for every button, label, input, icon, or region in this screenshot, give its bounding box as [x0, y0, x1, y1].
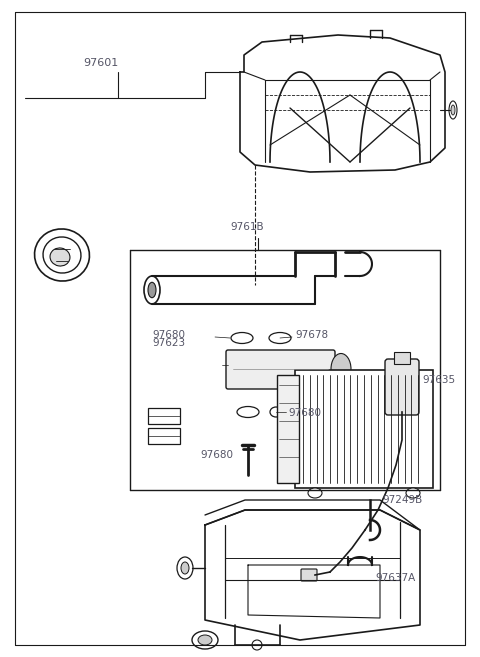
Bar	[394, 352, 410, 364]
Text: 97637A: 97637A	[375, 573, 415, 583]
Ellipse shape	[148, 283, 156, 298]
Text: 97623: 97623	[152, 338, 185, 348]
Text: 97678: 97678	[295, 330, 328, 340]
Ellipse shape	[231, 332, 253, 344]
Bar	[295, 370, 433, 488]
Ellipse shape	[43, 237, 81, 273]
Ellipse shape	[451, 105, 455, 115]
Ellipse shape	[181, 562, 189, 574]
Ellipse shape	[406, 488, 420, 498]
Ellipse shape	[270, 407, 282, 417]
Text: 97680: 97680	[200, 450, 233, 460]
Ellipse shape	[35, 229, 89, 281]
Bar	[148, 408, 180, 424]
Text: 97680: 97680	[288, 408, 321, 418]
Text: 97635: 97635	[422, 375, 455, 385]
Text: 97249B: 97249B	[382, 495, 422, 505]
Ellipse shape	[237, 407, 259, 417]
Ellipse shape	[144, 276, 160, 304]
Circle shape	[252, 640, 262, 650]
Bar	[277, 375, 299, 483]
Text: 9761B: 9761B	[230, 222, 264, 232]
Ellipse shape	[177, 557, 193, 579]
Ellipse shape	[308, 488, 322, 498]
Bar	[148, 428, 180, 444]
Text: 97601: 97601	[83, 58, 118, 68]
Ellipse shape	[449, 101, 457, 119]
FancyBboxPatch shape	[226, 350, 335, 389]
Ellipse shape	[50, 248, 70, 266]
FancyBboxPatch shape	[301, 569, 317, 581]
Ellipse shape	[269, 332, 291, 344]
FancyBboxPatch shape	[385, 359, 419, 415]
Ellipse shape	[198, 635, 212, 645]
Ellipse shape	[192, 631, 218, 649]
Ellipse shape	[331, 353, 351, 384]
Text: 97680: 97680	[152, 330, 185, 340]
